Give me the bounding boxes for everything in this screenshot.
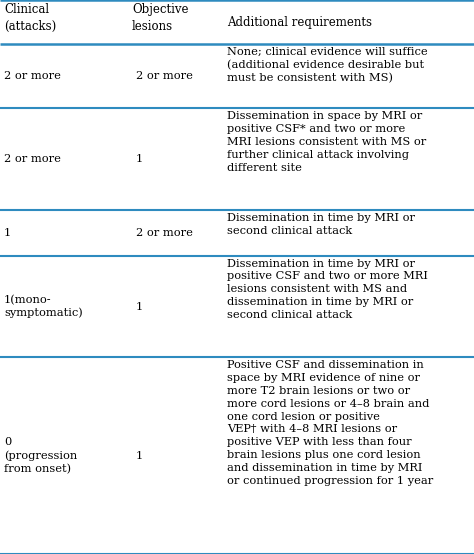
- Text: 0
(progression
from onset): 0 (progression from onset): [4, 437, 77, 474]
- Text: Objective
lesions: Objective lesions: [132, 3, 189, 33]
- Text: Additional requirements: Additional requirements: [227, 16, 372, 29]
- Text: 1: 1: [136, 451, 143, 461]
- Text: 2 or more: 2 or more: [4, 71, 61, 81]
- Text: Dissemination in space by MRI or
positive CSF* and two or more
MRI lesions consi: Dissemination in space by MRI or positiv…: [227, 111, 426, 172]
- Text: 1(mono-
symptomatic): 1(mono- symptomatic): [4, 295, 83, 319]
- Text: Positive CSF and dissemination in
space by MRI evidence of nine or
more T2 brain: Positive CSF and dissemination in space …: [227, 361, 433, 486]
- Text: 2 or more: 2 or more: [136, 228, 193, 238]
- Text: 1: 1: [136, 301, 143, 311]
- Text: 1: 1: [136, 155, 143, 165]
- Text: 1: 1: [4, 228, 11, 238]
- Text: Dissemination in time by MRI or
positive CSF and two or more MRI
lesions consist: Dissemination in time by MRI or positive…: [227, 259, 428, 320]
- Text: Dissemination in time by MRI or
second clinical attack: Dissemination in time by MRI or second c…: [227, 213, 415, 236]
- Text: 2 or more: 2 or more: [136, 71, 193, 81]
- Text: 2 or more: 2 or more: [4, 155, 61, 165]
- Text: Clinical
(attacks): Clinical (attacks): [4, 3, 56, 33]
- Text: None; clinical evidence will suffice
(additional evidence desirable but
must be : None; clinical evidence will suffice (ad…: [227, 47, 428, 84]
